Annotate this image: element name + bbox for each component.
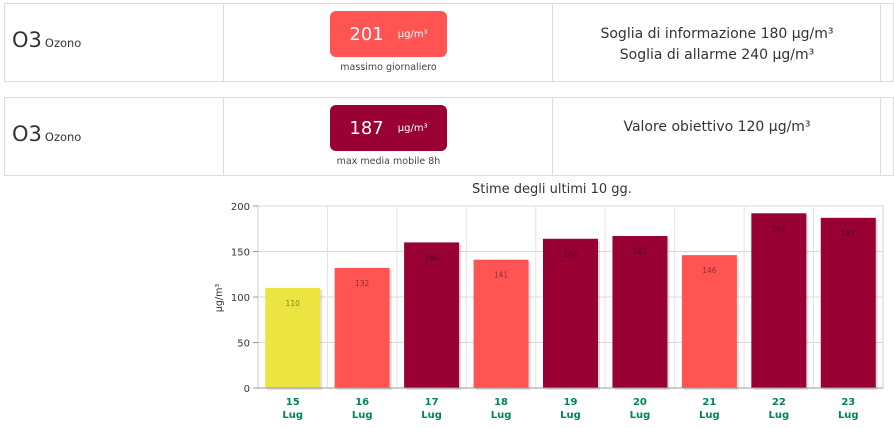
- threshold-cell: Valore obiettivo 120 µg/m³: [553, 98, 881, 175]
- bar-value-label: 164: [563, 250, 578, 259]
- x-category-month: Lug: [769, 410, 790, 421]
- extra-cell: [881, 4, 893, 81]
- x-category-month: Lug: [699, 410, 720, 421]
- x-category-day: 19: [564, 397, 578, 408]
- value-number: 187: [349, 117, 384, 139]
- target-value-threshold: Valore obiettivo 120 µg/m³: [623, 119, 811, 135]
- x-category-month: Lug: [560, 410, 581, 421]
- bar-value-label: 160: [424, 253, 439, 262]
- x-category-day: 21: [702, 397, 716, 408]
- y-tick-label: 200: [231, 202, 250, 213]
- value-unit: µg/m³: [397, 122, 428, 134]
- x-category-day: 18: [494, 397, 508, 408]
- x-category-day: 20: [633, 397, 647, 408]
- pollutant-cell: O3 Ozono: [5, 98, 224, 175]
- axis-layer: 0 50 100 150 200 15 Lug 16 Lug 17 Lug 18 Lug 19 Lug 20 L…: [231, 202, 883, 421]
- pollutant-row-8h-mean: O3 Ozono 187 µg/m³ max media mobile 8h Va…: [4, 97, 894, 176]
- pollutant-label: Ozono: [44, 36, 82, 50]
- extra-cell: [881, 98, 893, 175]
- value-badge: 201 µg/m³: [330, 11, 447, 57]
- x-category-day: 15: [286, 397, 300, 408]
- bars-layer: 110 132 160 141 164 167 146 192 187: [265, 213, 878, 390]
- value-cell: 187 µg/m³ max media mobile 8h: [224, 98, 553, 175]
- value-number: 201: [349, 23, 384, 45]
- bar: [820, 217, 876, 388]
- estimates-bar-chart: Stime degli ultimi 10 gg. µg/m³ 110 132 16…: [214, 182, 884, 421]
- bar-value-label: 187: [841, 229, 856, 238]
- value-caption: max media mobile 8h: [336, 156, 441, 167]
- bar-value-label: 132: [355, 279, 370, 288]
- y-tick-label: 50: [237, 339, 250, 350]
- pollutant-row-max-daily: O3 Ozono 201 µg/m³ massimo giornaliero So…: [4, 3, 894, 82]
- x-category-day: 23: [841, 397, 855, 408]
- value-unit: µg/m³: [397, 28, 428, 40]
- bar-value-label: 146: [702, 266, 717, 275]
- x-category-month: Lug: [421, 410, 442, 421]
- pollutant-name: O3 Ozono: [12, 122, 81, 146]
- bar-value-label: 141: [494, 271, 509, 280]
- estimates-chart-container: Stime degli ultimi 10 gg. µg/m³ 110 132 16…: [205, 176, 894, 428]
- value-badge: 187 µg/m³: [330, 105, 447, 151]
- bar: [681, 255, 737, 388]
- x-category-day: 17: [425, 397, 439, 408]
- value-cell: 201 µg/m³ massimo giornaliero: [224, 4, 553, 81]
- x-category-day: 22: [772, 397, 786, 408]
- x-category-month: Lug: [352, 410, 373, 421]
- x-category-day: 16: [355, 397, 369, 408]
- bar: [612, 236, 668, 388]
- bar: [473, 259, 529, 388]
- bar: [334, 267, 390, 388]
- information-threshold: Soglia di informazione 180 µg/m³: [600, 26, 834, 42]
- x-category-month: Lug: [630, 410, 651, 421]
- pollutant-cell: O3 Ozono: [5, 4, 224, 81]
- pollutant-code: O3: [12, 28, 42, 52]
- bar-value-label: 192: [772, 224, 787, 233]
- value-caption: massimo giornaliero: [340, 62, 437, 73]
- bar-value-label: 167: [633, 247, 648, 256]
- y-axis-label: µg/m³: [214, 284, 225, 313]
- y-tick-label: 150: [231, 248, 250, 259]
- x-category-month: Lug: [491, 410, 512, 421]
- y-tick-label: 0: [244, 384, 250, 395]
- x-category-month: Lug: [282, 410, 303, 421]
- bar: [404, 242, 460, 388]
- pollutant-name: O3 Ozono: [12, 28, 81, 52]
- bar: [751, 213, 807, 388]
- bar: [543, 238, 598, 388]
- y-tick-label: 100: [231, 293, 250, 304]
- bar: [265, 287, 321, 388]
- pollutant-label: Ozono: [44, 130, 82, 144]
- chart-title: Stime degli ultimi 10 gg.: [472, 182, 632, 197]
- alarm-threshold: Soglia di allarme 240 µg/m³: [619, 47, 815, 63]
- bar-value-label: 110: [286, 299, 301, 308]
- x-category-month: Lug: [838, 410, 859, 421]
- pollutant-code: O3: [12, 122, 42, 146]
- threshold-cell: Soglia di informazione 180 µg/m³ Soglia …: [553, 4, 881, 81]
